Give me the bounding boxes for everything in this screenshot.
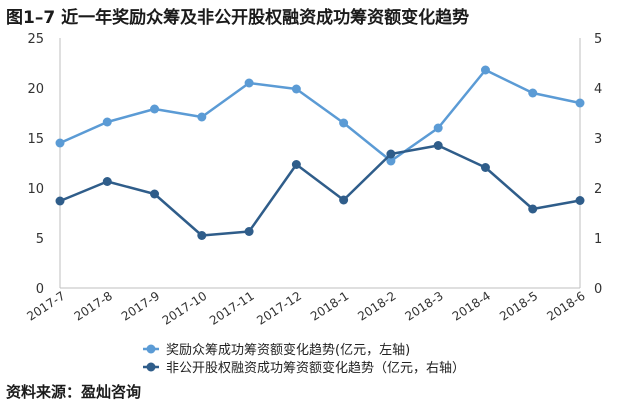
x-tick-label: 2018-4 — [450, 289, 493, 324]
y-right-tick-label: 3 — [594, 132, 602, 147]
data-point-series-2 — [339, 195, 349, 205]
x-tick-label: 2017-11 — [207, 289, 257, 328]
data-point-series-1 — [575, 98, 585, 108]
x-tick-label: 2017-9 — [119, 289, 162, 324]
data-point-series-2 — [480, 163, 490, 172]
series-line-2 — [59, 144, 581, 237]
data-point-series-1 — [339, 118, 349, 128]
data-point-series-1 — [433, 123, 443, 133]
data-point-series-2 — [386, 149, 396, 159]
x-tick-label: 2017-12 — [254, 289, 304, 328]
source-note: 资料来源：盈灿咨询 — [6, 383, 142, 401]
x-tick-label: 2018-3 — [403, 289, 446, 324]
x-tick-label: 2018-5 — [497, 289, 540, 324]
data-point-series-1 — [291, 84, 301, 94]
y-left-tick-label: 25 — [27, 32, 44, 47]
x-tick-label: 2017-8 — [72, 289, 115, 324]
legend-swatch-marker — [146, 344, 156, 354]
data-point-series-1 — [386, 156, 396, 166]
y-left-tick-label: 20 — [27, 82, 44, 97]
y-left-tick-label: 15 — [27, 132, 44, 147]
x-tick-label: 2018-1 — [308, 289, 351, 324]
x-tick-label: 2017-7 — [24, 289, 67, 324]
data-point-series-1 — [480, 65, 490, 75]
data-point-series-2 — [55, 196, 65, 206]
data-point-series-2 — [244, 227, 254, 236]
data-point-series-1 — [150, 104, 160, 114]
series-line-1 — [59, 68, 581, 163]
data-point-series-2 — [197, 231, 207, 240]
legend: 奖励众筹成功筹资额变化趋势(亿元，左轴) 非公开股权融资成功筹资额变化趋势（亿元，… — [143, 342, 465, 376]
y-left-tick-label: 5 — [36, 232, 44, 247]
data-point-series-1 — [244, 78, 254, 88]
y-right-tick-label: 0 — [594, 282, 602, 297]
legend-label: 非公开股权融资成功筹资额变化趋势（亿元，右轴） — [166, 360, 465, 376]
x-tick-label: 2018-2 — [355, 289, 398, 324]
data-point-series-2 — [575, 196, 585, 205]
series-layer — [55, 65, 585, 240]
y-right-tick-label: 5 — [594, 32, 602, 47]
data-point-series-2 — [433, 141, 443, 150]
data-point-series-1 — [55, 138, 65, 148]
data-point-series-2 — [528, 204, 538, 214]
data-point-series-2 — [291, 160, 301, 169]
y-left-tick-label: 0 — [36, 282, 44, 297]
data-point-series-2 — [102, 177, 112, 186]
y-right-tick-label: 2 — [594, 182, 602, 197]
y-right-tick-label: 4 — [594, 82, 602, 97]
data-point-series-2 — [150, 189, 160, 199]
data-point-series-1 — [102, 117, 112, 127]
x-tick-label: 2017-10 — [160, 289, 210, 328]
y-left-tick-label: 10 — [27, 182, 44, 197]
data-point-series-1 — [528, 88, 538, 98]
chart-title: 图1–7 近一年奖励众筹及非公开股权融资成功筹资额变化趋势 — [6, 8, 470, 28]
x-tick-label: 2018-6 — [544, 289, 587, 324]
legend-label: 奖励众筹成功筹资额变化趋势(亿元，左轴) — [166, 342, 410, 358]
legend-swatch-marker — [146, 362, 156, 372]
data-point-series-1 — [197, 112, 207, 122]
y-right-tick-label: 1 — [594, 232, 602, 247]
